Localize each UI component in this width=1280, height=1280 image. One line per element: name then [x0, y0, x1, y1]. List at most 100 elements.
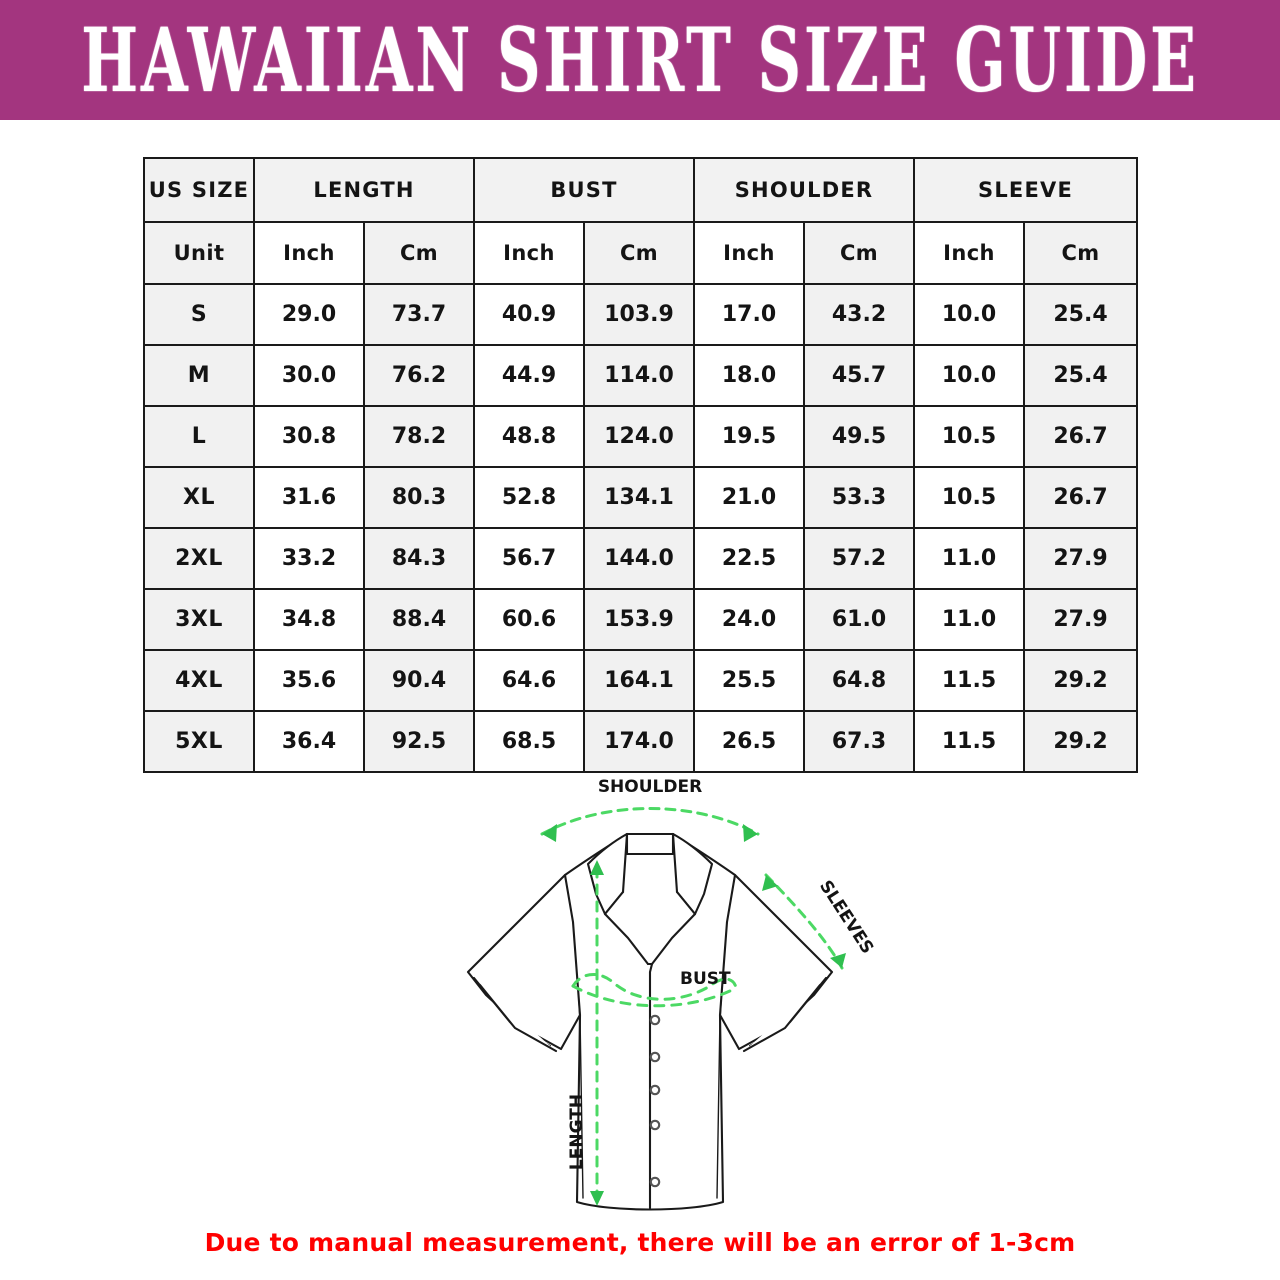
- cell-length-inch: 30.0: [253, 344, 365, 407]
- diagram-label-bust: BUST: [680, 969, 731, 989]
- cell-length-inch: 36.4: [253, 710, 365, 773]
- column-header-length: LENGTH: [253, 157, 475, 223]
- size-chart-table: US SIZE LENGTH BUST SHOULDER SLEEVE Unit…: [143, 157, 1139, 773]
- cell-bust-cm: 124.0: [583, 405, 695, 468]
- cell-sleeve-inch: 11.0: [913, 588, 1026, 651]
- cell-bust-cm: 103.9: [583, 283, 695, 346]
- column-header-bust: BUST: [473, 157, 695, 223]
- table-body: S 29.0 73.7 40.9 103.9 17.0 43.2 10.0 25.4 M 30.0 7…: [143, 283, 1139, 773]
- cell-us-size: XL: [143, 466, 255, 529]
- cell-sleeve-inch: 11.5: [913, 649, 1026, 712]
- cell-bust-inch: 56.7: [473, 527, 585, 590]
- cell-shoulder-inch: 18.0: [693, 344, 805, 407]
- cell-us-size: 5XL: [143, 710, 255, 773]
- cell-length-inch: 35.6: [253, 649, 365, 712]
- cell-us-size: L: [143, 405, 255, 468]
- table-row: M 30.0 76.2 44.9 114.0 18.0 45.7 10.0 25.4: [143, 344, 1139, 407]
- cell-length-cm: 84.3: [363, 527, 475, 590]
- measurement-disclaimer: Due to manual measurement, there will be…: [204, 1228, 1076, 1257]
- cell-length-cm: 80.3: [363, 466, 475, 529]
- cell-bust-inch: 40.9: [473, 283, 585, 346]
- unit-header-shoulder-inch: Inch: [693, 221, 805, 285]
- cell-length-inch: 29.0: [253, 283, 365, 346]
- cell-bust-cm: 153.9: [583, 588, 695, 651]
- cell-us-size: 2XL: [143, 527, 255, 590]
- diagram-label-sleeves: SLEEVES: [815, 877, 877, 958]
- column-header-us-size: US SIZE: [143, 157, 255, 223]
- shirt-measurement-diagram: SHOULDER SLEEVES BUST LENGTH: [390, 772, 910, 1222]
- column-header-sleeve: SLEEVE: [913, 157, 1139, 223]
- cell-sleeve-cm: 29.2: [1023, 710, 1139, 773]
- table-row: 2XL 33.2 84.3 56.7 144.0 22.5 57.2 11.0 27.9: [143, 527, 1139, 590]
- cell-sleeve-inch: 11.0: [913, 527, 1026, 590]
- cell-shoulder-inch: 19.5: [693, 405, 805, 468]
- cell-shoulder-inch: 17.0: [693, 283, 805, 346]
- cell-length-inch: 33.2: [253, 527, 365, 590]
- unit-header-sleeve-cm: Cm: [1023, 221, 1139, 285]
- diagram-label-length: LENGTH: [567, 1094, 587, 1170]
- unit-header-shoulder-cm: Cm: [802, 221, 916, 285]
- cell-bust-inch: 68.5: [473, 710, 585, 773]
- cell-bust-cm: 164.1: [583, 649, 695, 712]
- shoulder-measure-arrow: [540, 807, 760, 842]
- cell-shoulder-inch: 21.0: [693, 466, 805, 529]
- size-chart-table-wrapper: US SIZE LENGTH BUST SHOULDER SLEEVE Unit…: [143, 157, 1139, 773]
- page-title: Hawaiian Shirt Size Guide: [81, 8, 1199, 112]
- unit-header-us-size: Unit: [143, 221, 255, 285]
- cell-sleeve-inch: 10.0: [913, 344, 1026, 407]
- cell-length-cm: 73.7: [363, 283, 475, 346]
- table-row: XL 31.6 80.3 52.8 134.1 21.0 53.3 10.5 26.7: [143, 466, 1139, 529]
- diagram-label-shoulder: SHOULDER: [598, 777, 702, 797]
- cell-length-inch: 34.8: [253, 588, 365, 651]
- cell-shoulder-inch: 22.5: [693, 527, 805, 590]
- cell-sleeve-cm: 27.9: [1023, 588, 1139, 651]
- cell-sleeve-cm: 26.7: [1023, 405, 1139, 468]
- cell-bust-inch: 44.9: [473, 344, 585, 407]
- cell-length-cm: 92.5: [363, 710, 475, 773]
- column-header-shoulder: SHOULDER: [692, 157, 916, 223]
- length-measure-arrow: [590, 860, 604, 1206]
- unit-header-bust-inch: Inch: [473, 221, 585, 285]
- table-row: S 29.0 73.7 40.9 103.9 17.0 43.2 10.0 25.4: [143, 283, 1139, 346]
- cell-sleeve-cm: 25.4: [1023, 283, 1139, 346]
- cell-sleeve-cm: 27.9: [1023, 527, 1139, 590]
- cell-shoulder-inch: 24.0: [693, 588, 805, 651]
- sleeves-measure-arrow: [762, 873, 846, 970]
- unit-header-length-cm: Cm: [363, 221, 475, 285]
- cell-bust-inch: 60.6: [473, 588, 585, 651]
- cell-bust-cm: 144.0: [583, 527, 695, 590]
- cell-sleeve-inch: 10.5: [913, 466, 1026, 529]
- unit-header-sleeve-inch: Inch: [913, 221, 1026, 285]
- cell-sleeve-inch: 11.5: [913, 710, 1026, 773]
- cell-sleeve-cm: 29.2: [1023, 649, 1139, 712]
- bust-measure-line: [571, 973, 738, 1008]
- cell-length-cm: 78.2: [363, 405, 475, 468]
- cell-bust-cm: 174.0: [583, 710, 695, 773]
- cell-us-size: 3XL: [143, 588, 255, 651]
- cell-length-cm: 88.4: [363, 588, 475, 651]
- cell-length-cm: 76.2: [363, 344, 475, 407]
- cell-shoulder-cm: 45.7: [802, 344, 916, 407]
- unit-header-bust-cm: Cm: [583, 221, 695, 285]
- table-row: 4XL 35.6 90.4 64.6 164.1 25.5 64.8 11.5 29.2: [143, 649, 1139, 712]
- cell-bust-cm: 134.1: [583, 466, 695, 529]
- cell-length-inch: 30.8: [253, 405, 365, 468]
- cell-shoulder-cm: 57.2: [802, 527, 916, 590]
- table-group-header-row: US SIZE LENGTH BUST SHOULDER SLEEVE: [143, 157, 1139, 223]
- cell-sleeve-cm: 26.7: [1023, 466, 1139, 529]
- cell-bust-inch: 64.6: [473, 649, 585, 712]
- cell-bust-inch: 48.8: [473, 405, 585, 468]
- cell-bust-inch: 52.8: [473, 466, 585, 529]
- header-banner: Hawaiian Shirt Size Guide: [0, 0, 1280, 120]
- cell-shoulder-inch: 25.5: [693, 649, 805, 712]
- cell-us-size: M: [143, 344, 255, 407]
- cell-sleeve-inch: 10.5: [913, 405, 1026, 468]
- unit-header-length-inch: Inch: [253, 221, 365, 285]
- table-row: L 30.8 78.2 48.8 124.0 19.5 49.5 10.5 26.7: [143, 405, 1139, 468]
- shirt-buttons: [649, 1014, 661, 1188]
- cell-shoulder-cm: 61.0: [802, 588, 916, 651]
- cell-shoulder-cm: 64.8: [802, 649, 916, 712]
- cell-bust-cm: 114.0: [583, 344, 695, 407]
- cell-sleeve-cm: 25.4: [1023, 344, 1139, 407]
- cell-us-size: 4XL: [143, 649, 255, 712]
